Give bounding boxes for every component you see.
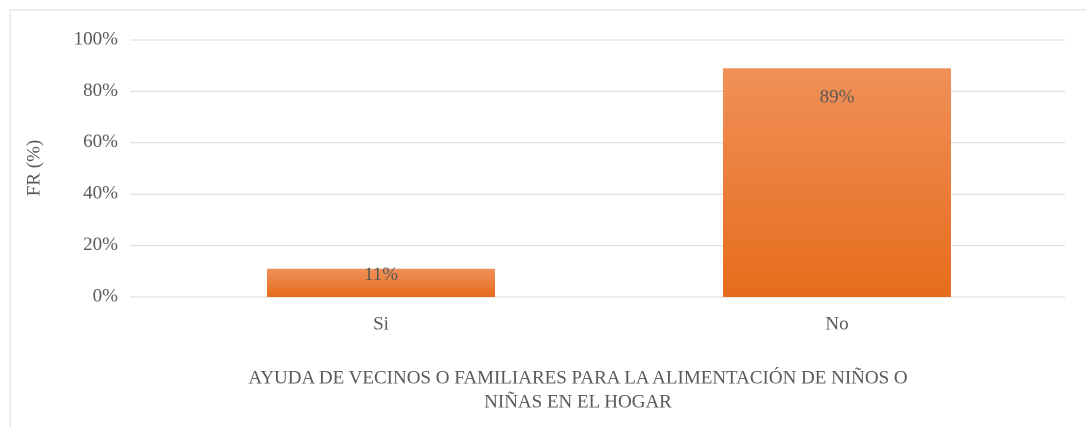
y-tick-label: 100% <box>74 28 119 49</box>
x-axis-label: AYUDA DE VECINOS O FAMILIARES PARA LA AL… <box>248 366 907 388</box>
x-axis-label: NIÑAS EN EL HOGAR <box>484 390 672 412</box>
chart-frame <box>9 9 1086 427</box>
y-axis-label: FR (%) <box>23 140 44 196</box>
data-label: 89% <box>820 87 855 108</box>
y-tick-label: 60% <box>83 131 118 152</box>
y-tick-label: 40% <box>83 183 118 204</box>
data-label: 11% <box>364 264 398 285</box>
y-tick-label: 80% <box>83 80 118 101</box>
x-tick-label: Si <box>373 313 389 334</box>
y-tick-label: 20% <box>83 234 118 255</box>
bar <box>723 68 951 298</box>
y-tick-label: 0% <box>93 285 119 306</box>
x-tick-label: No <box>825 313 848 334</box>
bar <box>267 268 495 297</box>
